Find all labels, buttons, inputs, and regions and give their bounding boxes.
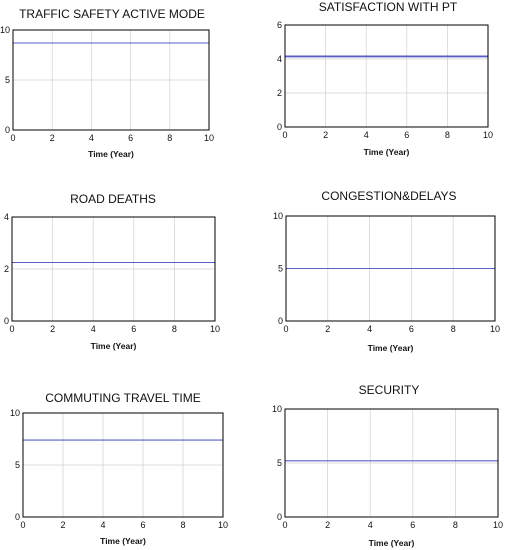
chart-panel-3: ROAD DEATHS 0 2 4 6 8 10 0 2 4 Time (Year)	[4, 192, 220, 351]
plot-frame	[285, 215, 496, 322]
y-tick-label: 10	[272, 404, 282, 414]
chart-panel-4: CONGESTION&DELAYS 0 2 4 6 8 10 0 5 10 Time (Year)	[273, 189, 500, 353]
chart-panel-2: SATISFACTION WITH PT 0 2 4 6 8 10 0 2 4 6 Time (Yea…	[277, 0, 493, 157]
chart-title: COMMUTING TRAVEL TIME	[45, 391, 201, 405]
x-tick-label: 0	[282, 130, 287, 140]
x-axis-label: Time (Year)	[369, 538, 415, 548]
x-tick-label: 8	[445, 130, 450, 140]
x-tick-label: 2	[323, 130, 328, 140]
x-tick-label: 2	[50, 133, 55, 143]
y-tick-label: 2	[4, 264, 9, 274]
chart-title: SATISFACTION WITH PT	[319, 0, 458, 14]
y-tick-label: 0	[15, 512, 20, 522]
x-tick-label: 4	[364, 130, 369, 140]
x-tick-label: 4	[100, 520, 105, 530]
y-tick-label: 4	[277, 54, 282, 64]
x-tick-label: 10	[490, 324, 500, 334]
plot-frame	[11, 216, 216, 322]
chart-title: TRAFFIC SAFETY ACTIVE MODE	[19, 7, 205, 21]
x-tick-label: 10	[210, 324, 220, 334]
plot-frame	[284, 24, 489, 128]
x-tick-label: 0	[283, 324, 288, 334]
chart-panel-6: SECURITY 0 2 4 6 8 10 0 5 10 Time (Year)	[272, 383, 503, 548]
chart-title: ROAD DEATHS	[70, 192, 156, 206]
x-tick-label: 2	[60, 520, 65, 530]
x-tick-label: 6	[131, 324, 136, 334]
x-tick-label: 4	[367, 324, 372, 334]
x-tick-label: 10	[218, 520, 228, 530]
x-tick-label: 6	[409, 324, 414, 334]
chart-panel-1: TRAFFIC SAFETY ACTIVE MODE 0 2 4 6 8 10 0 5 10 Tim…	[0, 7, 214, 159]
x-axis-label: Time (Year)	[364, 147, 410, 157]
y-tick-label: 5	[15, 460, 20, 470]
x-tick-label: 6	[128, 133, 133, 143]
x-tick-label: 8	[180, 520, 185, 530]
x-tick-label: 6	[140, 520, 145, 530]
x-tick-label: 4	[368, 520, 373, 530]
y-tick-label: 0	[5, 125, 10, 135]
x-tick-label: 8	[167, 133, 172, 143]
x-tick-label: 0	[20, 520, 25, 530]
chart-panel-5: COMMUTING TRAVEL TIME 0 2 4 6 8 10 0 5 10 Time (Ye…	[10, 391, 228, 546]
x-tick-label: 2	[325, 324, 330, 334]
x-tick-label: 10	[483, 130, 493, 140]
y-tick-label: 10	[10, 408, 20, 418]
y-tick-label: 10	[273, 211, 283, 221]
x-tick-label: 6	[410, 520, 415, 530]
x-axis-label: Time (Year)	[100, 536, 146, 546]
x-tick-label: 2	[325, 520, 330, 530]
y-tick-label: 10	[0, 25, 10, 35]
y-tick-label: 5	[278, 264, 283, 274]
y-tick-label: 4	[4, 212, 9, 222]
y-tick-label: 5	[5, 75, 10, 85]
y-tick-label: 5	[277, 458, 282, 468]
chart-title: SECURITY	[359, 383, 420, 397]
x-axis-label: Time (Year)	[88, 149, 134, 159]
y-tick-label: 0	[278, 316, 283, 326]
x-axis-label: Time (Year)	[368, 343, 414, 353]
x-tick-label: 8	[453, 520, 458, 530]
x-tick-label: 0	[10, 133, 15, 143]
y-tick-label: 6	[277, 20, 282, 30]
chart-title: CONGESTION&DELAYS	[321, 189, 456, 203]
y-tick-label: 0	[4, 316, 9, 326]
plot-frame	[22, 412, 224, 518]
x-tick-label: 4	[91, 324, 96, 334]
x-tick-label: 2	[50, 324, 55, 334]
y-tick-label: 0	[277, 122, 282, 132]
x-tick-label: 10	[493, 520, 503, 530]
x-tick-label: 8	[451, 324, 456, 334]
x-axis-label: Time (Year)	[91, 341, 137, 351]
plot-frame	[12, 29, 210, 131]
x-tick-label: 8	[172, 324, 177, 334]
x-tick-label: 4	[89, 133, 94, 143]
y-tick-label: 0	[277, 512, 282, 522]
x-tick-label: 10	[204, 133, 214, 143]
y-tick-label: 2	[277, 88, 282, 98]
x-tick-label: 6	[404, 130, 409, 140]
x-tick-label: 0	[9, 324, 14, 334]
x-tick-label: 0	[282, 520, 287, 530]
plot-frame	[284, 408, 499, 518]
